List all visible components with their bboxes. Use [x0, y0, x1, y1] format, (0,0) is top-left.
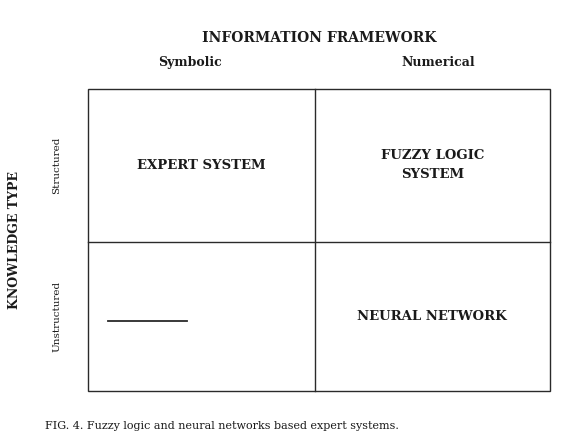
Text: NEURAL NETWORK: NEURAL NETWORK: [357, 310, 507, 323]
Text: Unstructured: Unstructured: [52, 281, 61, 352]
Text: Numerical: Numerical: [401, 56, 475, 69]
Text: KNOWLEDGE TYPE: KNOWLEDGE TYPE: [8, 171, 20, 309]
Text: FUZZY LOGIC
SYSTEM: FUZZY LOGIC SYSTEM: [380, 149, 484, 182]
Text: EXPERT SYSTEM: EXPERT SYSTEM: [137, 159, 265, 172]
Text: FIG. 4. Fuzzy logic and neural networks based expert systems.: FIG. 4. Fuzzy logic and neural networks …: [45, 421, 399, 431]
Text: INFORMATION FRAMEWORK: INFORMATION FRAMEWORK: [202, 31, 436, 45]
Text: Symbolic: Symbolic: [158, 56, 222, 69]
Text: Structured: Structured: [52, 137, 61, 194]
Bar: [88, 89, 550, 391]
